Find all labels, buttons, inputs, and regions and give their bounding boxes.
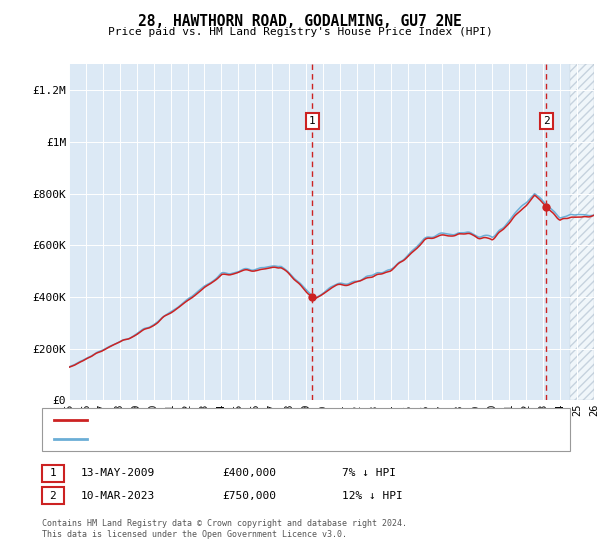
Text: Contains HM Land Registry data © Crown copyright and database right 2024.
This d: Contains HM Land Registry data © Crown c… [42,519,407,539]
Text: HPI: Average price, detached house, Waverley: HPI: Average price, detached house, Wave… [93,435,352,444]
Text: 28, HAWTHORN ROAD, GODALMING, GU7 2NE (detached house): 28, HAWTHORN ROAD, GODALMING, GU7 2NE (d… [93,415,410,424]
Text: 2: 2 [543,116,550,126]
Text: £750,000: £750,000 [222,491,276,501]
Text: 1: 1 [309,116,316,126]
Text: 2: 2 [49,491,56,501]
Text: 13-MAY-2009: 13-MAY-2009 [81,468,155,478]
Text: 7% ↓ HPI: 7% ↓ HPI [342,468,396,478]
Text: £400,000: £400,000 [222,468,276,478]
Text: 1: 1 [49,468,56,478]
Text: 10-MAR-2023: 10-MAR-2023 [81,491,155,501]
Text: 28, HAWTHORN ROAD, GODALMING, GU7 2NE: 28, HAWTHORN ROAD, GODALMING, GU7 2NE [138,14,462,29]
Text: Price paid vs. HM Land Registry's House Price Index (HPI): Price paid vs. HM Land Registry's House … [107,27,493,37]
Text: 12% ↓ HPI: 12% ↓ HPI [342,491,403,501]
